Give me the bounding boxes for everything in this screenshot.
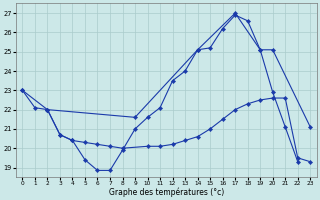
X-axis label: Graphe des températures (°c): Graphe des températures (°c) [109,187,224,197]
